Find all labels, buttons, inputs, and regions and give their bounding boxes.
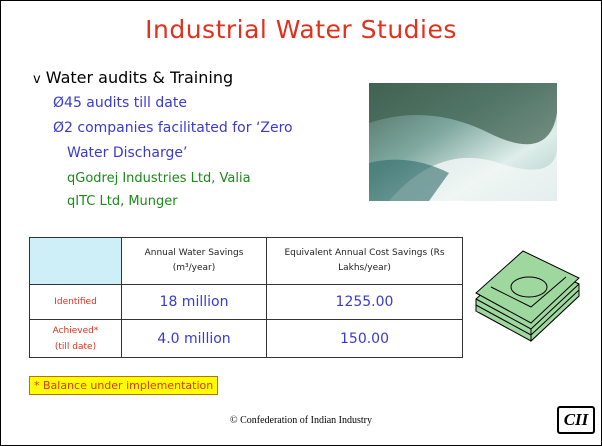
note: * Balance under implementation [29,376,218,395]
bullet: Ø2 companies facilitated for ‘Zero [53,120,293,136]
bullet-marker: Ø [53,120,64,136]
slide: Industrial Water Studies v Water audits … [0,0,602,446]
column-header: Annual Water Savings(m³/year) [122,238,267,285]
page: {"header": {"title": "Industrial Water S… [0,0,602,446]
cell: 18 million [122,285,267,320]
cell: 1255.00 [267,285,463,320]
row-label-text: Identified [30,294,121,310]
bullet-text: Water audits & Training [46,68,233,87]
waterfall-photo [369,83,557,201]
bullet: Ø45 audits till date [53,95,187,111]
bullet: Water Discharge’ [67,145,187,161]
header-text: Annual Water Savings [122,246,266,261]
bullet-text: Water Discharge’ [67,145,187,161]
bullet-marker: Ø [53,95,64,111]
cell: 4.0 million [122,320,267,358]
row-label-text: Achieved* [30,323,121,339]
bullet-text: 2 companies facilitated for ‘Zero [64,120,293,136]
slide-title: Industrial Water Studies [1,15,601,44]
logo: CII [557,406,595,434]
bullet: qGodrej Industries Ltd, Valia [67,171,251,186]
bullet: v Water audits & Training [33,68,233,87]
row-label-text: (till date) [30,339,121,355]
bullet-text: ITC Ltd, Munger [75,194,177,209]
savings-table: Annual Water Savings(m³/year) Equivalent… [29,237,463,358]
table-corner [30,238,122,285]
footer: © Confederation of Indian Industry [1,415,601,426]
bullet-marker: v [33,72,41,87]
money-stack-icon [471,241,583,351]
header-text: Equivalent Annual Cost Savings (Rs [267,246,462,261]
row-label: Achieved*(till date) [30,320,122,358]
bullet-text: Godrej Industries Ltd, Valia [75,171,250,186]
header-text: (m³/year) [122,261,266,276]
cell: 150.00 [267,320,463,358]
bullet: qITC Ltd, Munger [67,194,178,209]
header-text: Lakhs/year) [267,261,462,276]
row-label: Identified [30,285,122,320]
bullet-text: 45 audits till date [64,95,187,111]
